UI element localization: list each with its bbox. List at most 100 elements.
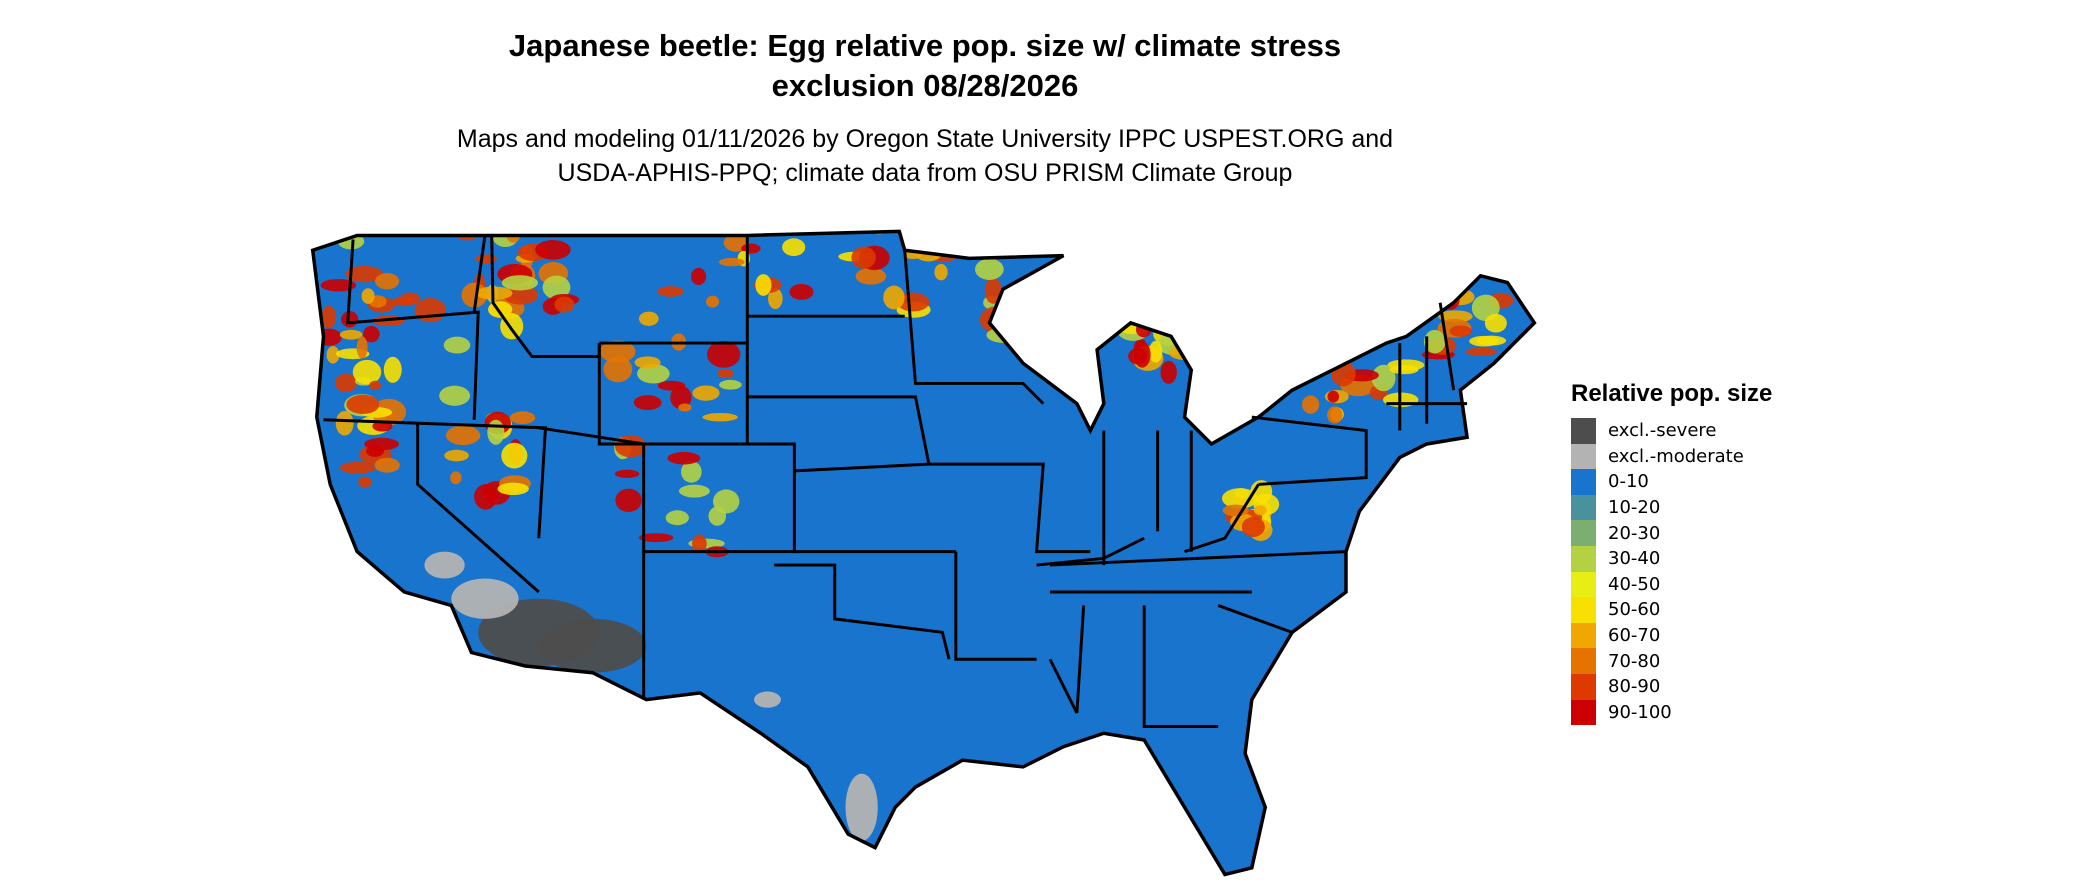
legend-item: 10-20 xyxy=(1571,494,1772,521)
legend-item: 20-30 xyxy=(1571,520,1772,546)
risk-patch xyxy=(375,273,400,290)
risk-patch xyxy=(356,336,368,359)
risk-patch xyxy=(681,461,702,483)
risk-patch xyxy=(501,275,539,291)
risk-patch xyxy=(424,551,465,579)
risk-patch xyxy=(716,368,735,378)
state-borders xyxy=(323,235,1468,728)
risk-patch xyxy=(345,265,383,283)
risk-patch xyxy=(719,379,742,390)
risk-patch xyxy=(505,231,522,243)
legend-swatch xyxy=(1571,520,1596,546)
risk-patch xyxy=(439,385,471,406)
state-border xyxy=(903,250,1045,405)
risk-patch xyxy=(535,239,571,260)
risk-patch xyxy=(1389,364,1419,375)
legend-label: 0-10 xyxy=(1608,471,1649,493)
risk-patch xyxy=(897,292,930,312)
risk-patch xyxy=(1160,360,1177,384)
risk-patch xyxy=(719,257,745,267)
legend-label: 60-70 xyxy=(1608,625,1661,647)
risk-patch xyxy=(445,425,481,446)
risk-patch xyxy=(657,380,686,391)
risk-patch xyxy=(339,461,376,474)
state-border xyxy=(538,426,646,700)
risk-patch xyxy=(450,471,462,485)
risk-patch xyxy=(706,295,720,308)
legend-item: 30-40 xyxy=(1571,545,1772,572)
legend-label: 20-30 xyxy=(1608,522,1661,544)
risk-patch xyxy=(637,363,670,384)
risk-patch xyxy=(1302,395,1320,414)
risk-patch xyxy=(346,394,380,415)
risk-patch xyxy=(1253,505,1267,516)
state-border xyxy=(928,462,1091,554)
risk-patch xyxy=(374,457,400,473)
state-border xyxy=(346,239,480,420)
state-border xyxy=(1438,302,1456,391)
risk-patch xyxy=(614,434,647,458)
risk-patch xyxy=(542,275,571,300)
risk-patch xyxy=(358,476,372,488)
risk-patch xyxy=(638,533,674,543)
risk-patch xyxy=(391,296,416,307)
risk-patch xyxy=(321,305,337,329)
risk-patch xyxy=(497,482,529,496)
risk-patch xyxy=(1449,325,1473,337)
risk-patch xyxy=(1133,341,1151,368)
risk-patch xyxy=(678,484,710,498)
legend-item: excl.-moderate xyxy=(1571,443,1772,470)
risk-patch xyxy=(712,489,740,514)
legend-item: 40-50 xyxy=(1571,571,1772,598)
risk-patch xyxy=(1020,303,1056,330)
legend-label: excl.-moderate xyxy=(1608,445,1744,467)
risk-patch xyxy=(1484,313,1507,333)
legend: Relative pop. size excl.-severe excl.-mod… xyxy=(1571,380,1772,726)
risk-patch xyxy=(670,385,692,410)
risk-patch xyxy=(334,373,357,393)
risk-patch xyxy=(657,286,684,297)
risk-patch xyxy=(755,274,772,296)
legend-label: 50-60 xyxy=(1608,599,1661,621)
risk-patch xyxy=(603,356,633,383)
risk-patch xyxy=(702,412,738,422)
risk-patch xyxy=(501,442,528,469)
state-border xyxy=(416,423,540,594)
risk-patch xyxy=(1072,338,1100,348)
risk-patch xyxy=(361,288,375,304)
legend-label: 90-100 xyxy=(1608,701,1672,723)
risk-patch xyxy=(615,488,642,512)
risk-patch xyxy=(352,359,382,385)
risk-patch xyxy=(414,298,447,323)
risk-patch xyxy=(845,773,878,841)
state-border xyxy=(954,551,1037,661)
risk-patch xyxy=(984,277,1002,304)
risk-patch xyxy=(1032,327,1068,346)
state-border xyxy=(774,563,951,660)
risk-patch xyxy=(475,254,497,264)
risk-patch xyxy=(383,356,402,383)
conus-outline xyxy=(310,229,1537,877)
risk-patch xyxy=(678,403,692,412)
risk-patch xyxy=(1465,347,1497,357)
legend-swatch xyxy=(1571,648,1596,674)
risk-patch xyxy=(692,534,707,554)
risk-patch xyxy=(474,484,498,510)
legend-swatch xyxy=(1571,443,1596,470)
legend-swatch xyxy=(1571,673,1596,700)
risk-patch xyxy=(934,263,948,281)
state-border xyxy=(472,235,487,313)
risk-patch xyxy=(335,410,354,436)
risk-patch xyxy=(1438,310,1473,323)
risk-patch xyxy=(665,510,689,526)
state-border xyxy=(747,395,931,473)
risk-patch xyxy=(667,451,701,465)
legend-label: 40-50 xyxy=(1608,573,1661,595)
risk-patch xyxy=(691,267,707,286)
risk-patch xyxy=(692,385,720,401)
risk-patch xyxy=(538,618,647,673)
risk-patch xyxy=(638,311,659,326)
state-border xyxy=(1217,604,1293,634)
risk-patch xyxy=(1327,390,1339,403)
